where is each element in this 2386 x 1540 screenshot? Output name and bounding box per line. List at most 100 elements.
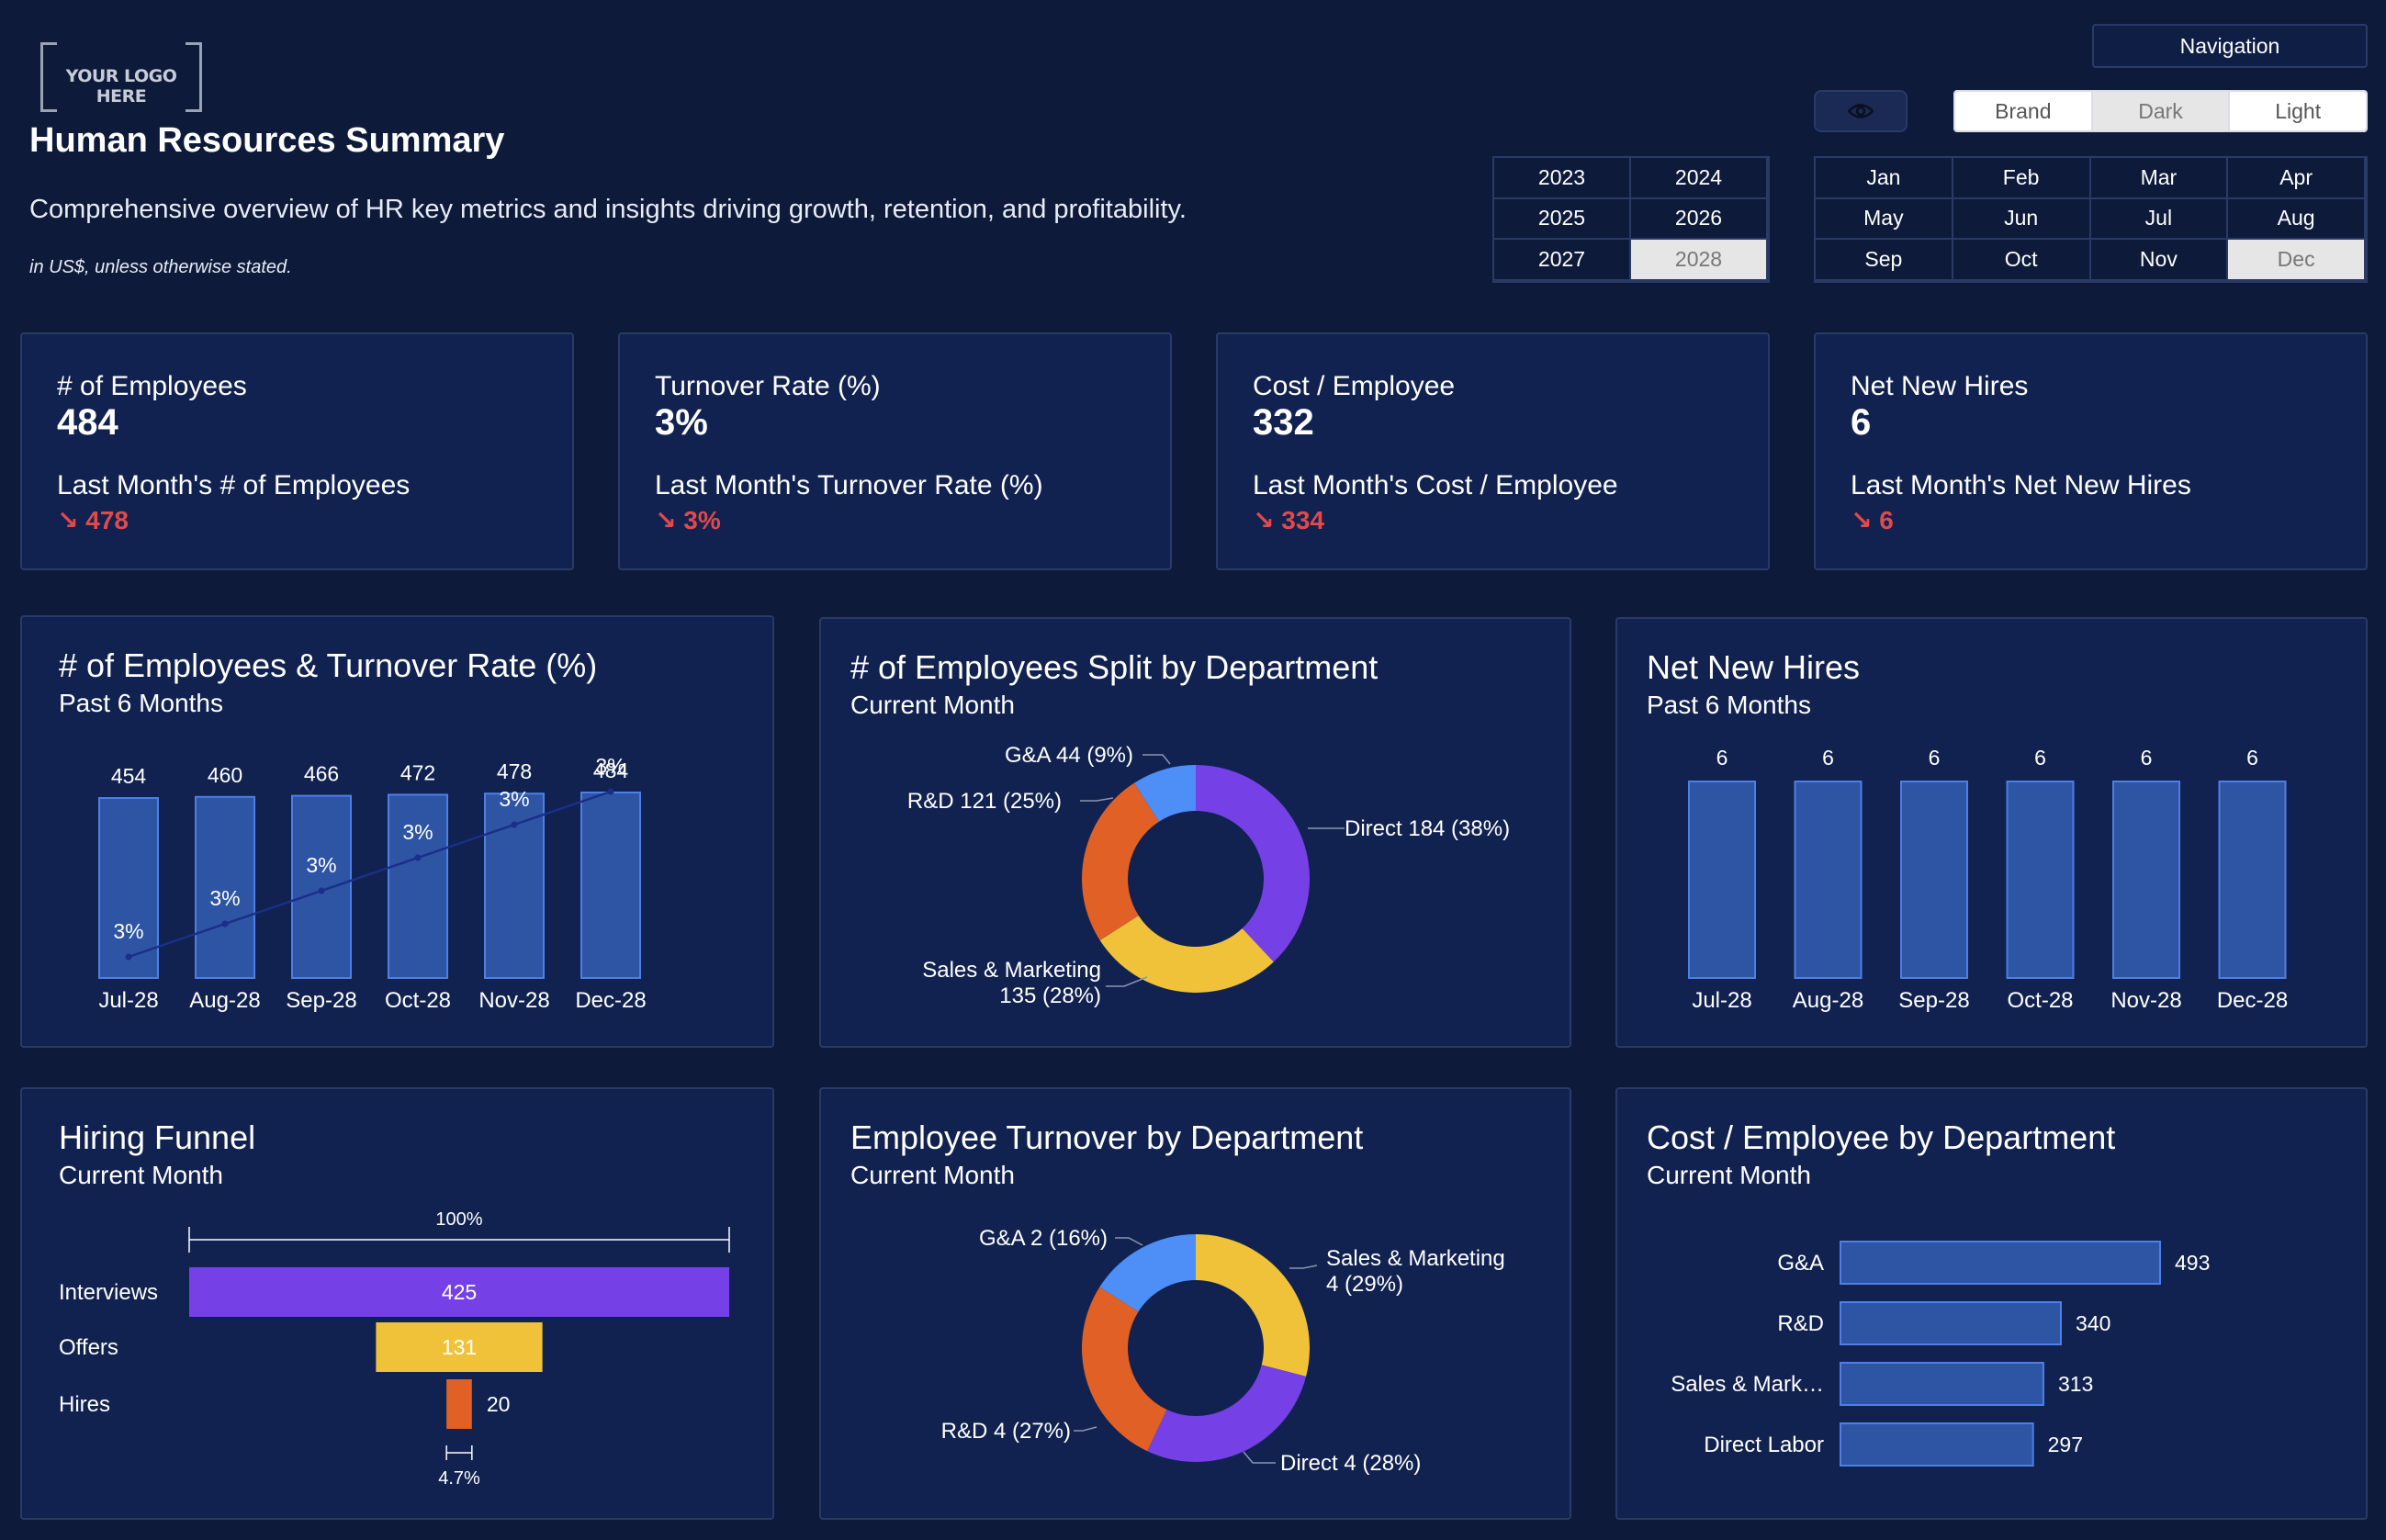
x-tick-label: Jul-28 (1692, 988, 1751, 1013)
slice-label-ga: G&A 44 (9%) (1005, 743, 1133, 768)
chart-card-cost-department: Cost / Employee by Department Current Mo… (1615, 1087, 2368, 1520)
navigation-button[interactable]: Navigation (2092, 24, 2368, 68)
funnel-value-label: 425 (442, 1280, 477, 1304)
kpi-prev-label: Last Month's Turnover Rate (%) (655, 470, 1043, 500)
hires-bar (2006, 781, 2075, 979)
page-subtitle: Comprehensive overview of HR key metrics… (29, 195, 1187, 224)
slice-label-sales-2: 4 (29%) (1326, 1272, 1403, 1297)
x-tick-label: Jul-28 (98, 988, 158, 1013)
theme-light-button[interactable]: Light (2230, 92, 2366, 130)
turnover-label: 3% (306, 853, 336, 877)
turnover-point (414, 854, 422, 861)
year-option[interactable]: 2025 (1494, 198, 1631, 241)
cost-bar (1840, 1241, 2161, 1285)
eye-icon (1848, 104, 1874, 118)
month-option[interactable]: Jul (2090, 198, 2229, 241)
year-option[interactable]: 2026 (1631, 198, 1768, 241)
bar-value-label: 460 (208, 763, 242, 787)
month-selector: Jan Feb Mar Apr May Jun Jul Aug Sep Oct … (1814, 156, 2368, 283)
chart-title: # of Employees & Turnover Rate (%) (59, 646, 598, 684)
chart-title: Cost / Employee by Department (1647, 1118, 2116, 1156)
y-tick-label: Sales & Mark… (1671, 1372, 1824, 1397)
kpi-value: 6 (1851, 402, 1872, 443)
turnover-label: 3% (595, 754, 625, 778)
month-option[interactable]: Feb (1953, 158, 2091, 199)
year-option[interactable]: 2023 (1494, 158, 1631, 199)
hires-bar (1794, 781, 1863, 979)
x-tick-label: Dec-28 (575, 988, 646, 1013)
leader-line (1289, 1265, 1318, 1269)
bar-value-label: 493 (2175, 1251, 2210, 1275)
donut-slice (1099, 916, 1274, 993)
kpi-label: Turnover Rate (%) (655, 371, 881, 401)
year-option-selected[interactable]: 2028 (1631, 240, 1768, 281)
kpi-prev-value: ↘ 3% (655, 506, 721, 534)
year-option[interactable]: 2024 (1631, 158, 1768, 199)
turnover-label: 3% (209, 886, 240, 910)
bar-value-label: 6 (2246, 746, 2258, 770)
x-tick-label: Oct-28 (2007, 988, 2073, 1013)
turnover-point (607, 788, 614, 795)
leader-line (1074, 1426, 1097, 1432)
kpi-prev-label: Last Month's # of Employees (57, 470, 411, 500)
month-option-selected[interactable]: Dec (2228, 240, 2366, 281)
month-option[interactable]: Nov (2090, 240, 2229, 281)
kpi-prev-value: ↘ 6 (1851, 506, 1894, 534)
employee-bar (98, 797, 159, 979)
month-option[interactable]: Apr (2228, 158, 2366, 199)
employees-turnover-chart: 454 Jul-28 460 Aug-28 466 Sep-28 472 Oct-28 478 N… (98, 754, 647, 1013)
chart-title: Net New Hires (1647, 648, 1861, 686)
bar-value-label: 6 (1716, 746, 1728, 770)
chart-card-turnover-department: Employee Turnover by Department Current … (819, 1087, 1571, 1520)
kpi-card-cost: Cost / Employee 332 Last Month's Cost / … (1216, 332, 1770, 570)
turnover-point (318, 887, 325, 894)
turnover-label: 3% (402, 820, 433, 844)
funnel-value-label: 131 (442, 1335, 477, 1359)
leader-line (1142, 754, 1171, 765)
theme-selector: Brand Dark Light (1953, 90, 2368, 132)
kpi-label: Net New Hires (1851, 371, 2029, 401)
turnover-point (511, 821, 518, 828)
toggle-visibility-button[interactable] (1814, 90, 1908, 132)
year-option[interactable]: 2027 (1494, 240, 1631, 281)
net-new-hires-chart: 6 Jul-28 6 Aug-28 6 Sep-28 6 Oct-28 6 Nov-28 6 Dec-… (1688, 746, 2288, 1013)
bar-value-label: 6 (2034, 746, 2046, 770)
slice-label-direct: Direct 184 (38%) (1345, 816, 1510, 841)
chart-subtitle: Current Month (1647, 1161, 1811, 1189)
x-tick-label: Oct-28 (385, 988, 451, 1013)
kpi-value: 484 (57, 402, 118, 443)
leader-line (1115, 1237, 1143, 1246)
month-option[interactable]: Jan (1816, 158, 1953, 199)
month-option[interactable]: May (1816, 198, 1953, 241)
chart-title: Hiring Funnel (59, 1118, 256, 1156)
chart-card-net-new-hires: Net New Hires Past 6 Months 6 Jul-28 6 Aug-… (1615, 617, 2368, 1048)
month-option[interactable]: Sep (1816, 240, 1953, 281)
cost-department-chart: G&A 493 R&D 340 Sales & Mark… 313 Direct Labor… (1671, 1241, 2210, 1467)
page-title: Human Resources Summary (29, 121, 505, 160)
month-option[interactable]: Oct (1953, 240, 2091, 281)
kpi-card-employees: # of Employees 484 Last Month's # of Emp… (20, 332, 574, 570)
theme-brand-button[interactable]: Brand (1955, 92, 2093, 130)
funnel-bottom-label: 4.7% (438, 1468, 480, 1489)
chart-subtitle: Current Month (850, 1161, 1015, 1189)
chart-title: # of Employees Split by Department (850, 648, 1379, 686)
bar-value-label: 6 (1822, 746, 1834, 770)
bar-value-label: 484 (593, 759, 629, 782)
slice-label-sales-1: Sales & Marketing (1326, 1246, 1505, 1271)
kpi-card-turnover: Turnover Rate (%) 3% Last Month's Turnov… (618, 332, 1172, 570)
x-tick-label: Sep-28 (286, 988, 356, 1013)
kpi-prev-value: ↘ 478 (57, 506, 129, 534)
slice-label-sales-2: 135 (28%) (999, 984, 1101, 1008)
funnel-category-label: Hires (59, 1392, 110, 1417)
month-option[interactable]: Aug (2228, 198, 2366, 241)
y-tick-label: Direct Labor (1704, 1433, 1824, 1457)
theme-dark-button[interactable]: Dark (2092, 92, 2231, 130)
employee-bar (484, 792, 545, 979)
kpi-prev-label: Last Month's Net New Hires (1851, 470, 2191, 500)
bar-value-label: 6 (2141, 746, 2153, 770)
month-option[interactable]: Jun (1953, 198, 2091, 241)
x-tick-label: Nov-28 (478, 988, 549, 1013)
cost-bar (1840, 1301, 2062, 1345)
month-option[interactable]: Mar (2090, 158, 2229, 199)
